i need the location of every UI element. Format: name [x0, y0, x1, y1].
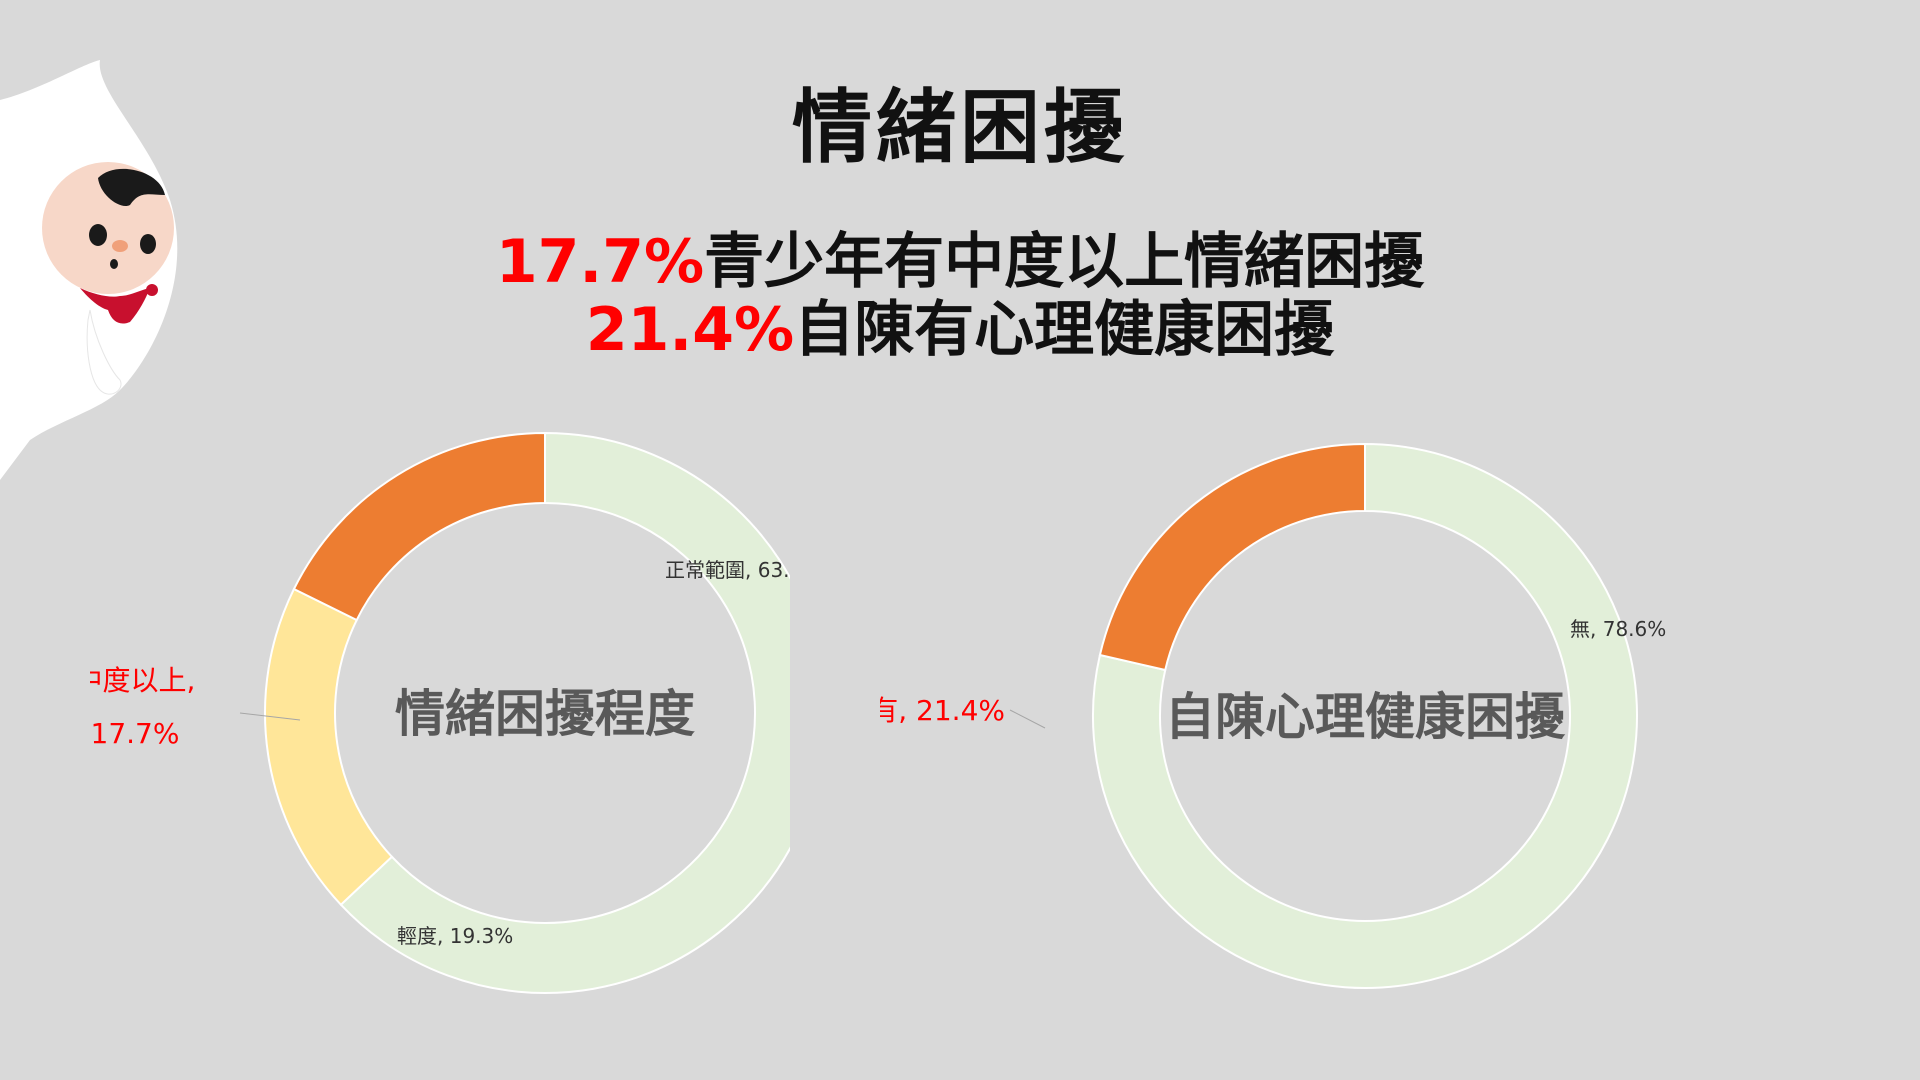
data-label-leader-line — [1009, 709, 1046, 729]
donut-center-label: 情緒困擾程度 — [395, 685, 695, 743]
data-label-slice-0: 無, 78.6% — [1570, 617, 1666, 641]
donut-slice-2 — [292, 431, 546, 622]
donut-chart-emotional-distress: 情緒困擾程度 正常範圍, 63.0% 輕度, 19.3% 中度以上, 17.7% — [90, 431, 790, 994]
data-label-slice-1: 有, 21.4% — [880, 694, 1005, 727]
data-label-slice-1: 輕度, 19.3% — [397, 924, 513, 948]
summary-line-1-text: 青少年有中度以上情緒困擾 — [704, 227, 1425, 297]
data-label-slice-0: 正常範圍, 63.0% — [665, 558, 790, 582]
donut-slice-0 — [1092, 442, 1638, 989]
donut-slice-0 — [339, 431, 790, 994]
donut-slice-1 — [264, 587, 394, 907]
data-label-slice-2-value: 17.7% — [91, 717, 180, 750]
summary-line-1-percent: 17.7% — [495, 227, 705, 297]
summary-line-2-percent: 21.4% — [585, 295, 795, 365]
data-label-leader-line — [239, 712, 301, 721]
summary-line-2: 21.4%自陳有心理健康困擾 — [0, 300, 1920, 360]
summary-line-1: 17.7%青少年有中度以上情緒困擾 — [0, 232, 1920, 292]
summary-line-2-text: 自陳有心理健康困擾 — [794, 295, 1335, 365]
donut-slice-1 — [1098, 442, 1366, 672]
page-title: 情緒困擾 — [792, 81, 1128, 174]
data-label-slice-2: 中度以上, — [90, 664, 195, 697]
mascot-illustration — [0, 60, 178, 480]
donut-chart-self-reported-mental-health: 自陳心理健康困擾 無, 78.6% 有, 21.4% — [880, 442, 1666, 989]
donut-center-label: 自陳心理健康困擾 — [1165, 688, 1566, 746]
